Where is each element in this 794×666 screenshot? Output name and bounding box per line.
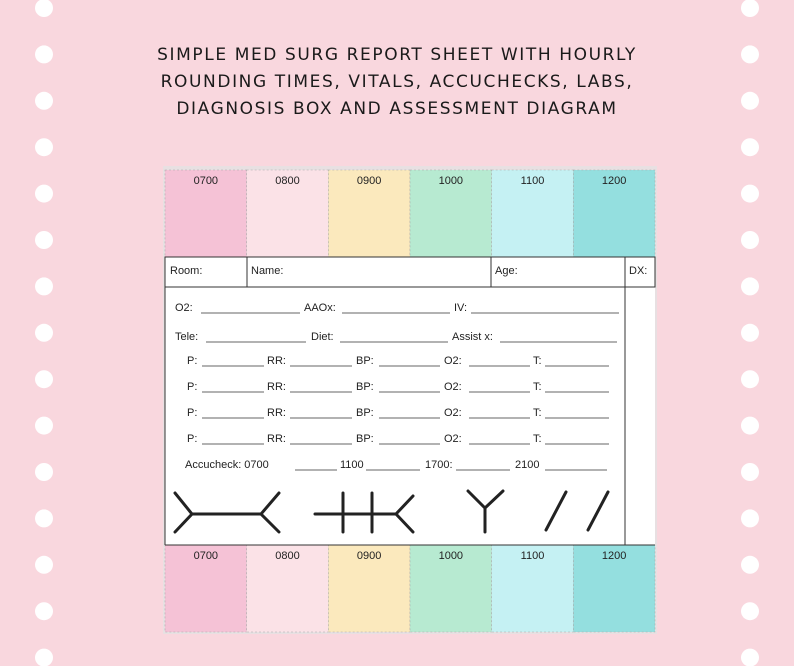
dot <box>35 0 53 17</box>
info-label: Age: <box>495 265 518 277</box>
time-cell <box>409 544 492 633</box>
field-label: 1100 <box>340 459 364 471</box>
dot <box>741 184 759 203</box>
dot <box>741 91 759 110</box>
field-label: T: <box>533 381 542 393</box>
field-label: RR: <box>267 355 286 367</box>
field-label: T: <box>533 355 542 367</box>
dot <box>741 45 759 64</box>
time-cell <box>328 169 411 258</box>
dot <box>35 138 53 157</box>
info-label: Room: <box>170 265 202 277</box>
time-label: 0800 <box>275 175 299 187</box>
dot <box>741 277 759 296</box>
field-label: O2: <box>175 302 193 314</box>
field-label: BP: <box>356 433 374 445</box>
field-label: P: <box>187 433 197 445</box>
dot <box>35 323 53 342</box>
field-label: Diet: <box>311 331 334 343</box>
time-cell <box>164 544 247 633</box>
title-line: ROUNDING TIMES, VITALS, ACCUCHECKS, LABS… <box>161 72 634 92</box>
field-label: Tele: <box>175 331 198 343</box>
field-label: T: <box>533 433 542 445</box>
time-label: 1000 <box>439 550 463 562</box>
dot <box>741 0 759 17</box>
field-label: P: <box>187 381 197 393</box>
dot <box>741 463 759 481</box>
dot <box>741 323 759 342</box>
time-label: 0700 <box>194 550 218 562</box>
time-label: 0900 <box>357 175 381 187</box>
time-cell <box>573 544 656 633</box>
field-label: 1700: <box>425 459 453 471</box>
dot <box>741 602 759 621</box>
dot <box>35 277 53 296</box>
dot <box>35 91 53 110</box>
dot <box>35 231 53 249</box>
time-cell <box>409 169 492 258</box>
field-label: O2: <box>444 433 462 445</box>
time-label: 1100 <box>521 175 545 187</box>
field-label: AAOx: <box>304 302 336 314</box>
dot <box>35 370 53 389</box>
time-label: 1200 <box>602 175 626 187</box>
dot <box>35 463 53 481</box>
assessment-diagram <box>173 489 610 534</box>
field-label: BP: <box>356 355 374 367</box>
time-label: 0900 <box>357 550 381 562</box>
dot <box>35 509 53 528</box>
field-label: Assist x: <box>452 331 493 343</box>
field-label: O2: <box>444 381 462 393</box>
dots <box>35 0 759 666</box>
dot <box>741 648 759 666</box>
dot <box>35 648 53 666</box>
field-label: BP: <box>356 407 374 419</box>
dot <box>741 416 759 435</box>
field-label: P: <box>187 407 197 419</box>
time-cell <box>246 544 329 633</box>
title-line: SIMPLE MED SURG REPORT SHEET WITH HOURLY <box>157 45 637 65</box>
dot <box>741 231 759 249</box>
time-label: 1200 <box>602 550 626 562</box>
dot <box>35 45 53 64</box>
time-cell <box>328 544 411 633</box>
field-label: BP: <box>356 381 374 393</box>
field-label: RR: <box>267 381 286 393</box>
dot <box>741 370 759 389</box>
dot <box>35 555 53 574</box>
time-label: 0800 <box>275 550 299 562</box>
time-label: 0700 <box>194 175 218 187</box>
time-cell <box>246 169 329 258</box>
dot <box>741 138 759 157</box>
field-label: RR: <box>267 407 286 419</box>
time-label: 1000 <box>439 175 463 187</box>
info-label: DX: <box>629 265 647 277</box>
info-label: Name: <box>251 265 283 277</box>
field-label: O2: <box>444 407 462 419</box>
field-label: RR: <box>267 433 286 445</box>
field-label: IV: <box>454 302 467 314</box>
time-label: 1100 <box>521 550 545 562</box>
field-label: Accucheck: 0700 <box>185 459 269 471</box>
info-row <box>164 256 656 288</box>
field-label: O2: <box>444 355 462 367</box>
dot <box>35 184 53 203</box>
field-label: P: <box>187 355 197 367</box>
time-cell <box>573 169 656 258</box>
field-label: T: <box>533 407 542 419</box>
title-line: DIAGNOSIS BOX AND ASSESSMENT DIAGRAM <box>176 99 617 119</box>
dot <box>35 602 53 621</box>
field-label: 2100 <box>515 459 539 471</box>
sheet-content: 0700 0800 0900 1000 1100 1200 0700 0800 0900 1000… <box>164 169 656 633</box>
dot <box>35 416 53 435</box>
dot <box>741 509 759 528</box>
dot <box>741 555 759 574</box>
